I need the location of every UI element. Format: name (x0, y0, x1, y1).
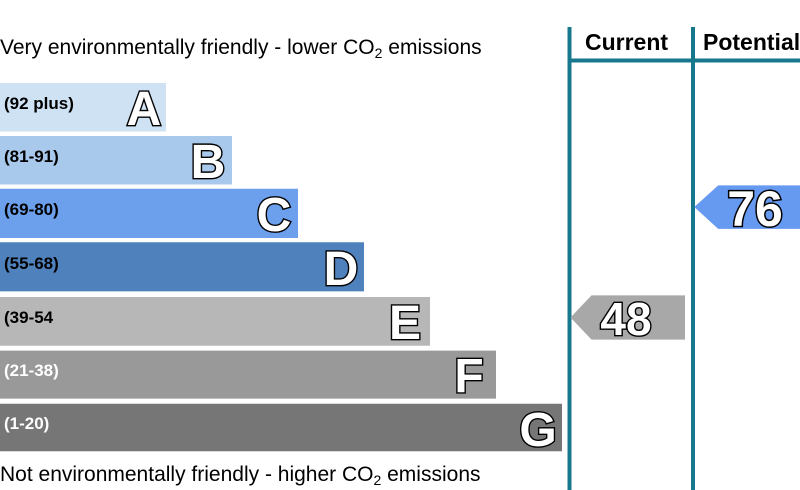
svg-text:76: 76 (727, 181, 783, 237)
